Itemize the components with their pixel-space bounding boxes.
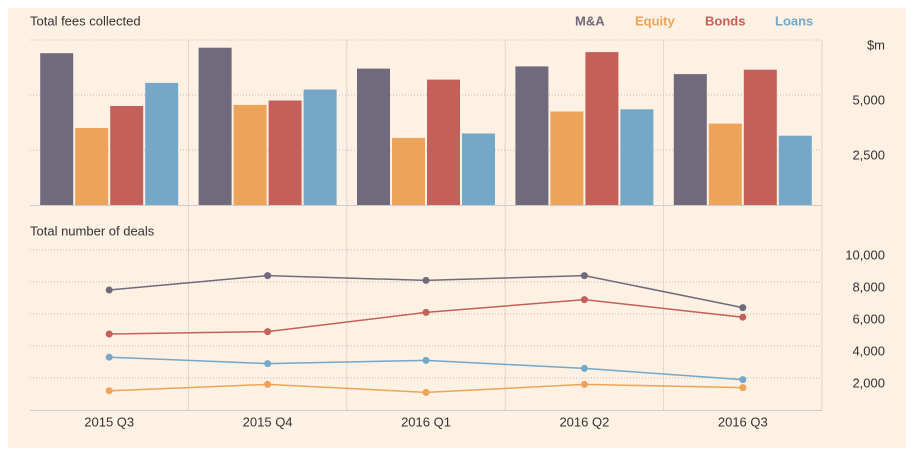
y-tick-label: 10,000: [845, 247, 885, 262]
point: [739, 304, 747, 312]
chart-title: Total number of deals: [30, 223, 155, 238]
bar: [110, 106, 144, 205]
point: [105, 286, 113, 294]
bar: [268, 100, 302, 205]
bar: [198, 47, 232, 206]
bar: [550, 111, 584, 205]
bar: [620, 109, 654, 205]
y-tick-label: 5,000: [852, 92, 885, 107]
bar: [743, 69, 777, 205]
bar: [233, 104, 267, 205]
point: [422, 356, 430, 364]
legend-label: Loans: [775, 13, 813, 28]
point: [264, 360, 272, 368]
legend-label: M&A: [575, 13, 605, 28]
y-tick-label: 2,000: [852, 375, 885, 390]
point: [422, 308, 430, 316]
bar: [303, 89, 337, 205]
x-tick-label: 2015 Q4: [243, 414, 293, 429]
legend-label: Bonds: [705, 13, 745, 28]
point: [580, 380, 588, 388]
y-tick-label: 4,000: [852, 343, 885, 358]
point: [580, 364, 588, 372]
y-tick-label: 6,000: [852, 311, 885, 326]
point: [422, 276, 430, 284]
y-tick-label: 2,500: [852, 147, 885, 162]
y-tick-label: $m: [867, 37, 885, 52]
point: [105, 330, 113, 338]
bar: [40, 53, 74, 206]
bar: [673, 74, 707, 205]
point: [264, 380, 272, 388]
chart-title: Total fees collected: [30, 13, 141, 28]
y-tick-label: 8,000: [852, 279, 885, 294]
bar: [515, 66, 549, 206]
point: [739, 384, 747, 392]
x-tick-label: 2016 Q1: [401, 414, 451, 429]
point: [739, 313, 747, 321]
bar: [585, 52, 619, 205]
bar: [357, 68, 390, 205]
x-tick-label: 2015 Q3: [84, 414, 134, 429]
bar: [462, 133, 495, 205]
bar: [708, 123, 742, 205]
point: [264, 272, 272, 280]
point: [739, 376, 747, 384]
point: [580, 296, 588, 304]
x-tick-label: 2016 Q3: [718, 414, 768, 429]
bar: [75, 128, 109, 205]
point: [422, 388, 430, 396]
bar: [778, 135, 812, 205]
bar: [392, 137, 425, 205]
bar: [427, 79, 460, 205]
point: [105, 353, 113, 361]
x-tick-label: 2016 Q2: [559, 414, 609, 429]
point: [264, 328, 272, 336]
point: [105, 387, 113, 395]
bar: [145, 82, 179, 205]
point: [580, 272, 588, 280]
legend-label: Equity: [635, 13, 675, 28]
